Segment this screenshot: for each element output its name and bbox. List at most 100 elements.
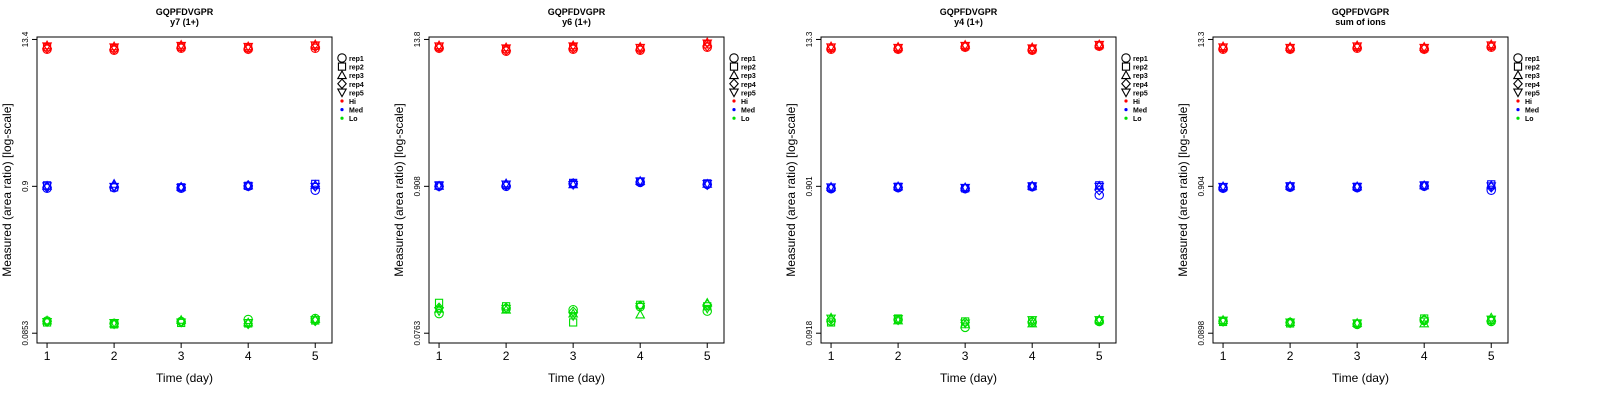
y-tick-label: 0.908 [413,176,422,197]
data-point-med-rep5 [1027,182,1038,192]
data-point-lo-rep5 [1027,316,1038,326]
data-point-lo-rep2 [826,318,836,327]
x-tick-label: 5 [1096,349,1103,363]
legend-label-rep3: rep3 [741,73,756,80]
legend-label-med: Med [1133,108,1147,115]
data-point-hi-rep5 [1217,43,1229,53]
legend-label-hi: Hi [1133,99,1140,106]
data-point-hi-rep5 [310,41,321,51]
data-point-med-rep5 [1486,182,1497,192]
data-point-med-rep1 [1486,185,1496,195]
y-tick-label: 0.904 [1197,176,1206,197]
data-point-lo-rep2 [569,318,578,327]
x-tick-label: 3 [570,349,577,363]
chart-title: GQPFDVGPR [940,7,998,17]
data-point-med-rep1 [310,185,320,195]
data-point-med-rep3 [1352,180,1363,191]
data-point-lo-rep3 [1352,317,1363,327]
y-tick-label: 0.9 [21,180,30,192]
data-point-hi-rep5 [1352,42,1363,52]
data-point-med-rep5 [176,183,187,194]
legend-label-med: Med [741,108,755,115]
plot-frame [820,36,1117,344]
legend-marker-rep4 [1513,78,1523,90]
legend-marker-hi [732,99,736,103]
y-tick-label: 0.901 [805,176,814,197]
data-point-hi-rep5 [1027,44,1038,54]
legend-label-rep1: rep1 [1525,56,1540,63]
y-tick-label: 0.0898 [1197,320,1206,345]
x-tick-label: 3 [1354,349,1361,363]
legend-marker-rep2 [337,62,347,71]
data-point-hi-rep4 [501,44,512,56]
legend-label-rep1: rep1 [1133,56,1148,63]
legend-marker-rep4 [337,78,347,90]
legend-label-med: Med [1525,108,1539,115]
data-point-med-rep5 [310,182,321,193]
data-point-med-rep5 [243,182,254,192]
data-point-lo-rep5 [108,319,120,329]
data-point-med-rep3 [1284,180,1296,190]
chart-subtitle: sum of ions [1335,17,1386,27]
legend-marker-rep1 [729,53,739,63]
legend-marker-rep2 [1121,62,1131,71]
data-point-med-rep3 [960,181,971,192]
x-tick-label: 4 [637,349,644,363]
legend-marker-rep4 [1121,78,1131,90]
legend-label-rep5: rep5 [741,90,756,97]
legend-label-lo: Lo [349,116,358,123]
data-point-lo-rep1 [568,304,578,315]
data-point-med-rep5 [960,183,971,194]
data-point-lo-rep5 [41,318,53,328]
data-point-med-rep3 [176,181,187,191]
legend-marker-rep5 [1120,88,1132,98]
y-axis-label: Measured (area ratio) [log-scale] [0,103,14,276]
legend-marker-med [1124,108,1128,112]
data-point-hi-rep5 [635,43,646,54]
legend-marker-rep1 [1121,53,1131,63]
data-point-hi-rep3 [41,39,53,50]
legend-marker-rep4 [729,78,739,90]
legend-marker-rep5 [728,88,740,98]
x-tick-label: 2 [1287,349,1294,363]
data-point-lo-rep1 [434,308,444,319]
data-point-med-rep5 [635,177,646,187]
data-point-med-rep5 [1217,182,1229,193]
data-point-lo-rep5 [176,318,187,328]
data-point-lo-rep5 [1419,317,1430,327]
x-tick-label: 4 [1029,349,1036,363]
x-tick-label: 2 [503,349,510,363]
data-point-lo-rep5 [825,314,837,324]
x-tick-label: 1 [1220,349,1227,363]
legend-marker-hi [1516,99,1520,103]
y-tick-label: 13.3 [805,31,814,47]
data-point-hi-rep5 [1094,40,1105,51]
data-point-lo-rep2 [434,298,444,307]
data-point-lo-rep5 [310,316,321,326]
x-tick-label: 4 [1421,349,1428,363]
legend-marker-med [732,108,736,112]
data-point-lo-rep5 [568,312,579,322]
data-point-lo-rep5 [1094,316,1105,326]
data-point-hi-rep5 [825,43,837,53]
data-point-lo-rep5 [500,304,512,315]
legend-marker-lo [732,116,736,120]
data-point-hi-rep5 [1284,43,1296,54]
data-point-hi-rep5 [1486,41,1497,51]
data-point-hi-rep5 [892,43,904,54]
data-point-med-rep5 [41,182,53,192]
y-tick-label: 13.8 [413,31,422,47]
x-tick-label: 1 [44,349,51,363]
plot-frame [36,36,333,344]
data-point-lo-rep4 [702,299,713,311]
data-point-med-rep5 [825,183,837,193]
data-point-lo-rep5 [892,315,904,325]
x-axis-label: Time (day) [156,371,213,385]
legend-label-rep3: rep3 [1525,73,1540,80]
legend-marker-lo [340,116,344,120]
legend-marker-lo [1516,116,1520,120]
legend-label-rep3: rep3 [349,73,364,80]
